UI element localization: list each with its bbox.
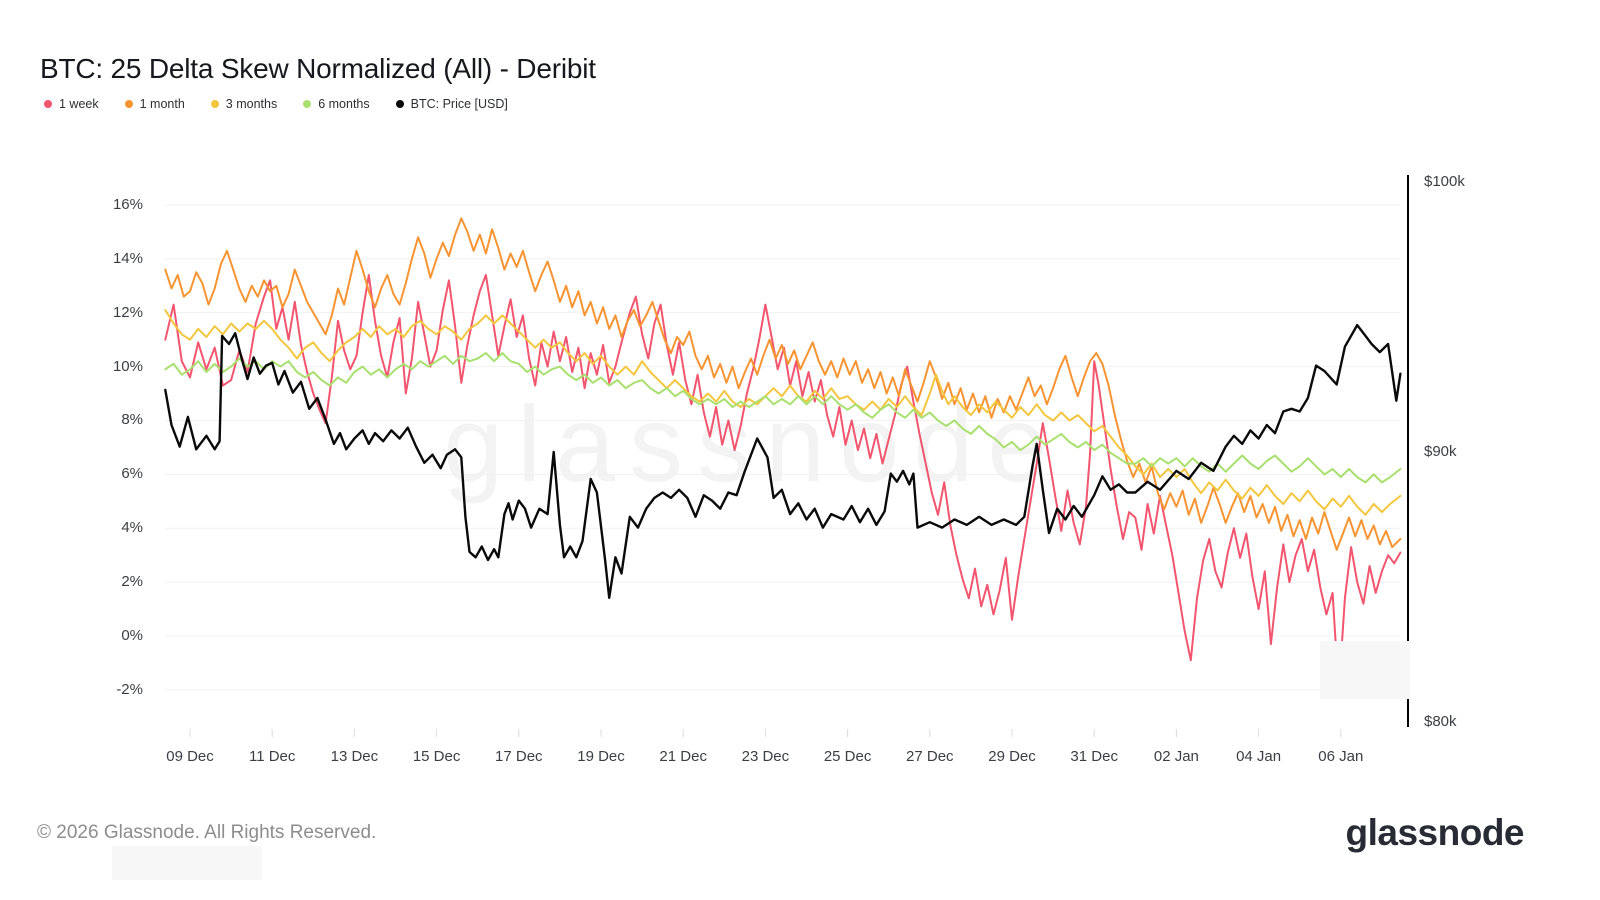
legend-label: BTC: Price [USD] xyxy=(410,97,508,111)
legend-label: 3 months xyxy=(225,97,278,111)
y-axis-tick-right: $100k xyxy=(1424,173,1465,190)
x-axis-tick: 11 Dec xyxy=(248,748,296,765)
x-axis-tick: 15 Dec xyxy=(412,748,461,765)
legend-item-6-months[interactable]: 6 months xyxy=(303,97,370,111)
x-axis-tick: 02 Jan xyxy=(1153,748,1199,765)
legend-dot-icon xyxy=(210,100,219,108)
y-axis-tick-left: 0% xyxy=(121,627,143,644)
y-axis-tick-left: 16% xyxy=(112,195,143,213)
x-axis-tick: 27 Dec xyxy=(906,748,954,765)
y-axis-tick-left: 4% xyxy=(121,519,143,537)
legend-label: 1 week xyxy=(59,97,99,111)
y-axis-tick-left: -2% xyxy=(116,680,143,698)
legend-item-3-months[interactable]: 3 months xyxy=(210,97,278,111)
chart-area[interactable]: glassnode 16%14%12%10%8%6%4%2%0%-2%$100k… xyxy=(0,150,1600,790)
series-line-6-months[interactable] xyxy=(164,352,1402,484)
series-line-1-month[interactable] xyxy=(164,217,1402,551)
y-axis-tick-right: $90k xyxy=(1424,443,1457,460)
legend-dot-icon xyxy=(303,100,312,108)
legend-dot-icon xyxy=(395,100,404,108)
page-title: BTC: 25 Delta Skew Normalized (All) - De… xyxy=(40,52,596,84)
legend: 1 week 1 month 3 months 6 months BTC: Price … xyxy=(44,97,508,111)
x-axis-tick: 31 Dec xyxy=(1070,748,1118,765)
legend-dot-icon xyxy=(44,100,52,108)
copyright-text: © 2026 Glassnode. All Rights Reserved. xyxy=(37,822,377,843)
y-axis-tick-left: 14% xyxy=(112,249,143,267)
legend-item-1-month[interactable]: 1 month xyxy=(124,97,185,111)
legend-dot-icon xyxy=(124,100,133,108)
y-axis-tick-left: 12% xyxy=(112,303,143,321)
y-axis-tick-left: 8% xyxy=(121,411,143,429)
x-axis-tick: 29 Dec xyxy=(988,748,1036,765)
glassnode-logo: glassnode xyxy=(1345,812,1525,853)
series-line-3-months[interactable] xyxy=(164,309,1402,516)
x-axis-tick: 09 Dec xyxy=(166,748,214,765)
x-axis-tick: 13 Dec xyxy=(330,748,379,765)
x-axis-tick: 19 Dec xyxy=(577,748,625,765)
x-axis-tick: 25 Dec xyxy=(823,748,872,765)
legend-item-1-week[interactable]: 1 week xyxy=(44,97,99,111)
y-axis-tick-right: $80k xyxy=(1424,713,1457,730)
legend-item-btc-price-usd[interactable]: BTC: Price [USD] xyxy=(395,97,508,111)
y-axis-tick-left: 2% xyxy=(121,573,143,591)
series-line-btc-price-usd[interactable] xyxy=(164,323,1402,599)
x-axis-tick: 04 Jan xyxy=(1236,748,1282,765)
legend-label: 6 months xyxy=(318,97,370,111)
x-axis-tick: 17 Dec xyxy=(495,748,543,765)
x-axis-tick: 23 Dec xyxy=(741,748,790,765)
legend-label: 1 month xyxy=(139,97,185,111)
y-axis-tick-left: 6% xyxy=(121,465,143,483)
x-axis-tick: 06 Jan xyxy=(1318,748,1364,765)
series-line-1-week[interactable] xyxy=(164,274,1402,694)
render-artifact xyxy=(112,846,262,880)
render-artifact xyxy=(1320,641,1410,699)
y-axis-tick-left: 10% xyxy=(112,357,143,375)
x-axis-tick: 21 Dec xyxy=(659,748,707,765)
